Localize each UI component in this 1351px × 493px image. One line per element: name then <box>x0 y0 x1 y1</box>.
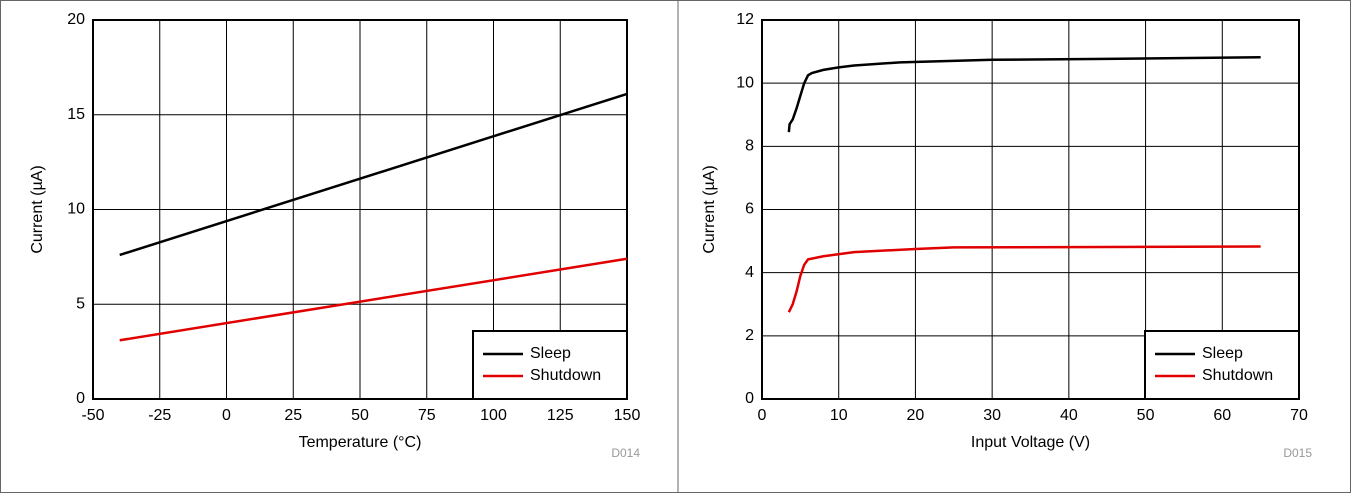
y-tick-label: 8 <box>745 138 754 155</box>
x-tick-label: 60 <box>1213 407 1231 424</box>
legend-label: Sleep <box>1202 345 1243 362</box>
line <box>787 56 1261 133</box>
legend-box <box>1144 330 1300 400</box>
legend-label: Sleep <box>530 345 571 362</box>
legend-box <box>472 330 628 400</box>
note: D014 <box>611 446 640 460</box>
note: D015 <box>1283 446 1312 460</box>
x-tick-label: 0 <box>222 407 231 424</box>
x-tick-label: 75 <box>418 407 436 424</box>
x-tick-label: 20 <box>907 407 925 424</box>
y-tick-label: 0 <box>745 390 754 407</box>
y-tick-label: 6 <box>745 201 754 218</box>
legend-label: Shutdown <box>530 367 601 384</box>
y-tick-label: 20 <box>67 11 85 28</box>
x-tick-label: 30 <box>983 407 1001 424</box>
y-tick-label: 4 <box>745 264 754 281</box>
y-tick-label: 15 <box>67 106 85 123</box>
plot-border <box>92 19 628 400</box>
x-tick-label: 25 <box>284 407 302 424</box>
y-axis-label: Current (µA) <box>701 165 718 253</box>
x-tick-label: 0 <box>758 407 767 424</box>
line <box>119 92 628 257</box>
x-axis-label: Input Voltage (V) <box>971 434 1090 451</box>
x-tick-label: 40 <box>1060 407 1078 424</box>
plot-border <box>761 19 1300 400</box>
x-tick-label: 70 <box>1290 407 1308 424</box>
x-tick-label: 150 <box>614 407 641 424</box>
y-tick-label: 12 <box>736 11 754 28</box>
y-tick-label: 10 <box>736 74 754 91</box>
y-tick-label: 0 <box>76 390 85 407</box>
x-tick-label: 125 <box>547 407 574 424</box>
y-tick-label: 10 <box>67 201 85 218</box>
line <box>119 257 628 342</box>
x-tick-label: 100 <box>480 407 507 424</box>
x-tick-label: 10 <box>830 407 848 424</box>
x-axis-label: Temperature (°C) <box>299 434 422 451</box>
y-tick-label: 2 <box>745 327 754 344</box>
x-tick-label: -25 <box>148 407 171 424</box>
x-tick-label: 50 <box>1137 407 1155 424</box>
line <box>787 245 1261 313</box>
y-axis-label: Current (µA) <box>29 165 46 253</box>
legend-label: Shutdown <box>1202 367 1273 384</box>
x-tick-label: 50 <box>351 407 369 424</box>
y-tick-label: 5 <box>76 295 85 312</box>
x-tick-label: -50 <box>81 407 104 424</box>
